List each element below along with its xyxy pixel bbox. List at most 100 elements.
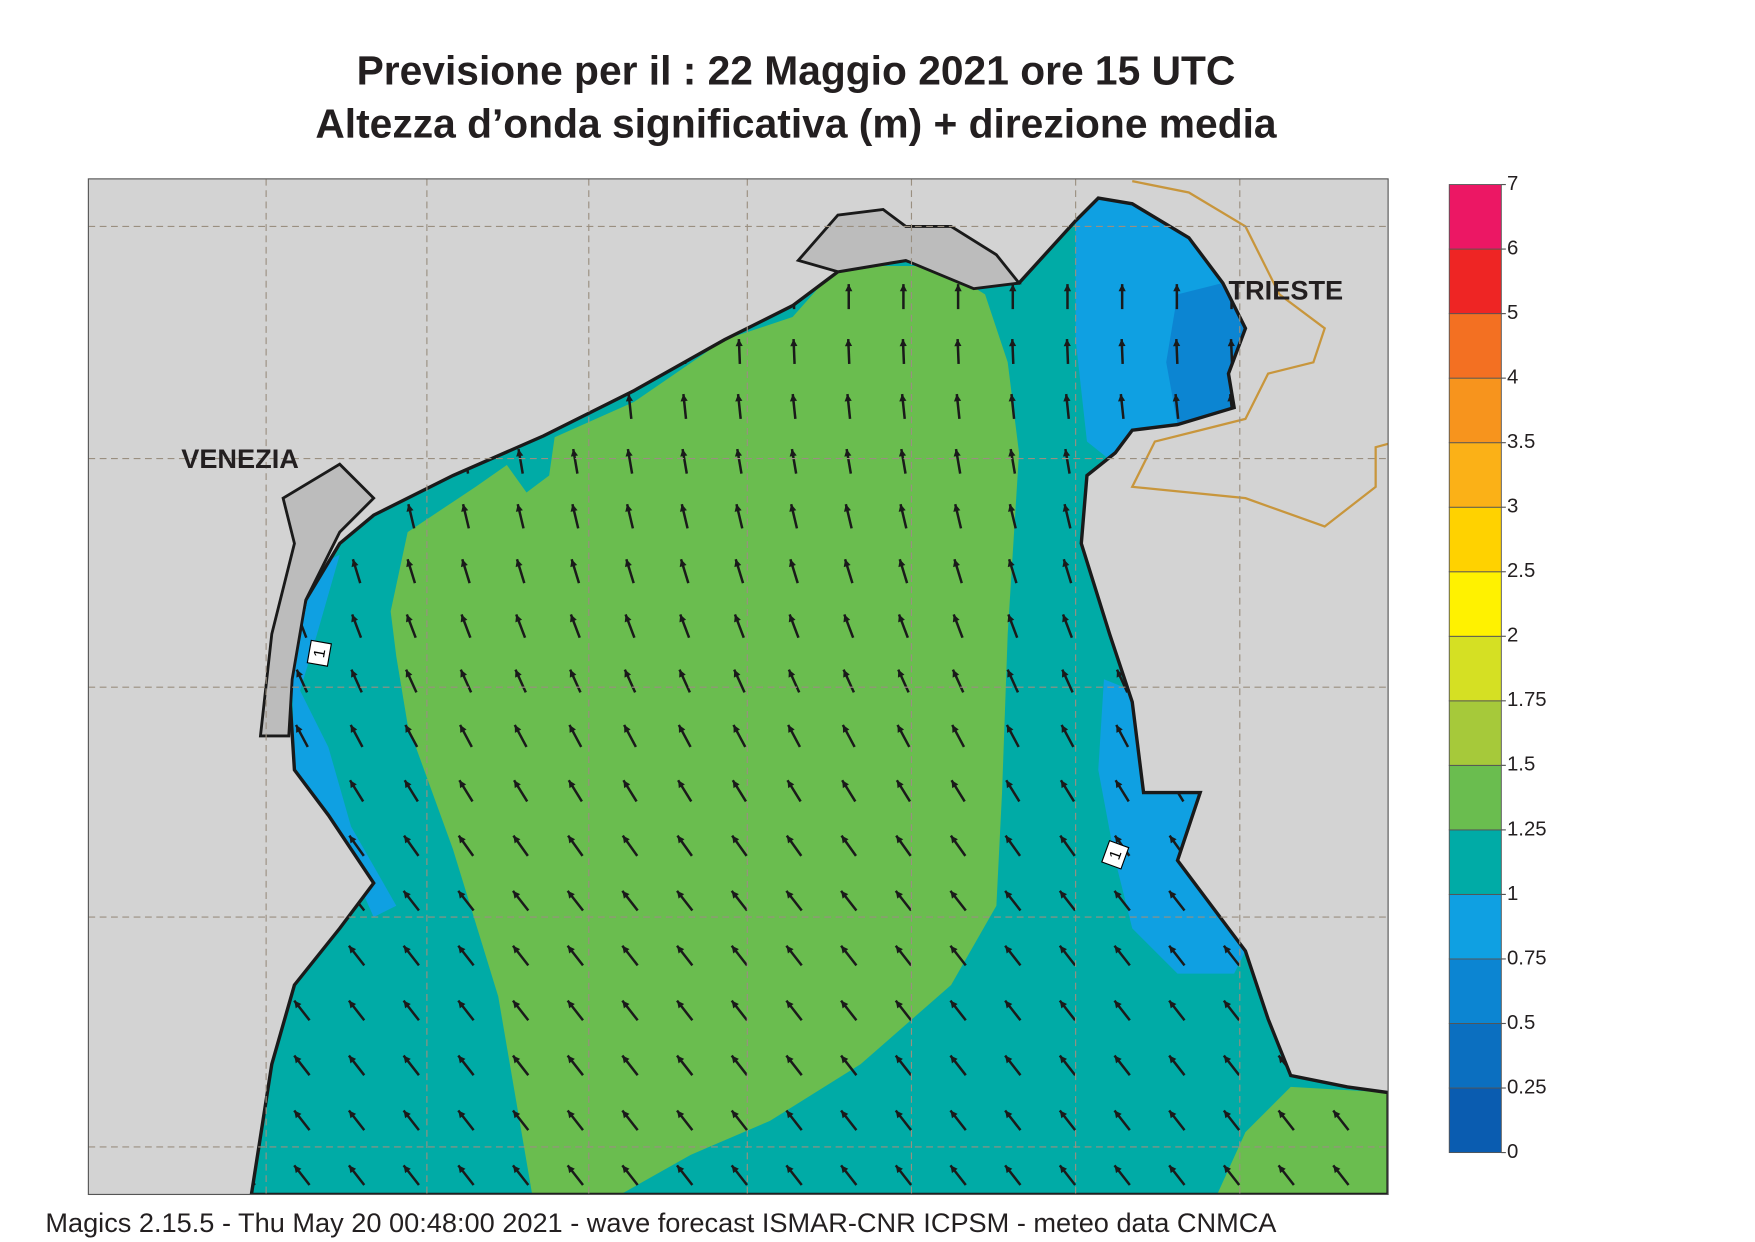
wave-arrow bbox=[842, 669, 856, 693]
place-label: VENEZIA bbox=[181, 443, 299, 474]
wave-arrow bbox=[621, 944, 639, 967]
wave-arrow bbox=[949, 944, 967, 967]
arrow-head bbox=[404, 780, 412, 789]
arrow-head bbox=[516, 449, 524, 457]
place-label: TRIESTE bbox=[1228, 274, 1343, 305]
colorbar-swatch bbox=[1448, 635, 1502, 702]
wave-arrow bbox=[894, 1109, 913, 1131]
arrow-head bbox=[841, 890, 849, 899]
wave-arrow bbox=[1277, 1164, 1295, 1186]
arrow-head bbox=[1063, 449, 1071, 457]
arrow-head bbox=[1169, 890, 1177, 899]
wave-arrow bbox=[953, 503, 963, 529]
wave-arrow bbox=[680, 393, 688, 419]
arrow-head bbox=[1223, 1165, 1232, 1174]
wave-arrow bbox=[623, 669, 637, 693]
arrow-head bbox=[1005, 1000, 1013, 1009]
arrow-head bbox=[515, 669, 522, 678]
wave-arrow bbox=[1059, 779, 1076, 803]
arrow-head bbox=[950, 945, 958, 954]
arrow-head bbox=[1059, 1000, 1067, 1009]
wave-arrow bbox=[294, 724, 309, 748]
wave-arrow bbox=[734, 448, 743, 474]
wave-arrow bbox=[1168, 944, 1186, 967]
arrow-head bbox=[622, 1165, 630, 1174]
wave-arrow bbox=[1222, 944, 1241, 967]
colorbar-swatch bbox=[1448, 1023, 1502, 1089]
wave-arrow bbox=[789, 503, 799, 529]
wave-arrow bbox=[735, 339, 743, 365]
wave-arrow bbox=[347, 1054, 366, 1076]
contour-label-box bbox=[1101, 839, 1130, 870]
arrow-head bbox=[1114, 1055, 1122, 1064]
wave-arrow bbox=[457, 999, 475, 1022]
wave-arrow bbox=[1222, 1054, 1241, 1076]
wave-arrow bbox=[899, 393, 907, 419]
wave-arrow bbox=[949, 1164, 967, 1186]
wave-arrow bbox=[840, 944, 858, 967]
wave-arrow bbox=[512, 834, 529, 857]
wave-arrow bbox=[785, 1164, 803, 1186]
wave-arrow bbox=[404, 669, 418, 693]
arrow-head bbox=[1005, 890, 1013, 899]
arrow-head bbox=[677, 835, 685, 844]
wave-arrow bbox=[293, 1164, 311, 1186]
wave-arrow bbox=[949, 834, 967, 857]
wave-arrow bbox=[570, 503, 580, 529]
arrow-head bbox=[294, 1165, 302, 1174]
colorbar-label: 0.25 bbox=[1507, 1076, 1547, 1098]
arrow-head bbox=[512, 1000, 521, 1009]
arrow-head bbox=[896, 835, 904, 844]
wave-arrow bbox=[896, 724, 911, 748]
wave-arrow bbox=[676, 1109, 694, 1131]
arrow-head bbox=[458, 1000, 466, 1009]
arrow-head bbox=[950, 1055, 958, 1064]
arrow-head bbox=[403, 1110, 411, 1119]
arrow-head bbox=[460, 669, 467, 678]
wave-arrow bbox=[949, 890, 967, 912]
arrow-head bbox=[624, 669, 632, 678]
arrow-head bbox=[513, 835, 521, 844]
wave-arrow bbox=[731, 779, 747, 803]
wave-arrow bbox=[1113, 1054, 1131, 1076]
arrow-head bbox=[1118, 394, 1126, 402]
wave-arrow bbox=[293, 1109, 311, 1131]
contour-label-box bbox=[306, 639, 332, 667]
wave-arrow bbox=[844, 448, 853, 474]
arrow-head bbox=[898, 614, 905, 623]
footer: Magics 2.15.5 - Thu May 20 00:48:00 2021… bbox=[45, 1207, 1277, 1238]
wave-arrow bbox=[1008, 393, 1016, 419]
arrow-head bbox=[679, 669, 686, 678]
arrow-head bbox=[1059, 1055, 1067, 1064]
arrow-head bbox=[786, 1110, 794, 1119]
arrow-head bbox=[844, 339, 853, 347]
wave-arrow bbox=[1058, 999, 1077, 1022]
wave-arrow bbox=[1118, 393, 1126, 419]
wave-arrow bbox=[899, 339, 907, 365]
wave-arrow bbox=[840, 1109, 858, 1131]
arrow-head bbox=[1008, 449, 1016, 457]
wave-arrow bbox=[1058, 1054, 1077, 1076]
wave-arrow bbox=[511, 1109, 530, 1131]
wave-arrow bbox=[625, 448, 634, 474]
wave-arrow bbox=[623, 724, 637, 748]
wave-arrow bbox=[1008, 339, 1017, 365]
arrow-head bbox=[788, 669, 796, 678]
wave-arrow bbox=[679, 614, 691, 639]
arrow-head bbox=[732, 780, 740, 789]
arrow-head bbox=[898, 449, 907, 457]
wave-arrow bbox=[950, 779, 966, 803]
arrow-head bbox=[895, 890, 903, 899]
wave-arrow bbox=[845, 284, 853, 310]
wave-arrow bbox=[566, 1109, 584, 1131]
arrow-head bbox=[622, 1000, 630, 1009]
arrow-head bbox=[403, 1000, 411, 1009]
arrow-head bbox=[1278, 1165, 1286, 1174]
arrow-head bbox=[1278, 1110, 1286, 1119]
colorbar-label: 3 bbox=[1507, 496, 1518, 518]
graticule bbox=[88, 178, 1389, 1195]
wave-arrow bbox=[844, 393, 852, 419]
arrow-head bbox=[789, 504, 797, 512]
arrow-head bbox=[567, 1165, 575, 1174]
wave-arrow bbox=[406, 558, 417, 584]
